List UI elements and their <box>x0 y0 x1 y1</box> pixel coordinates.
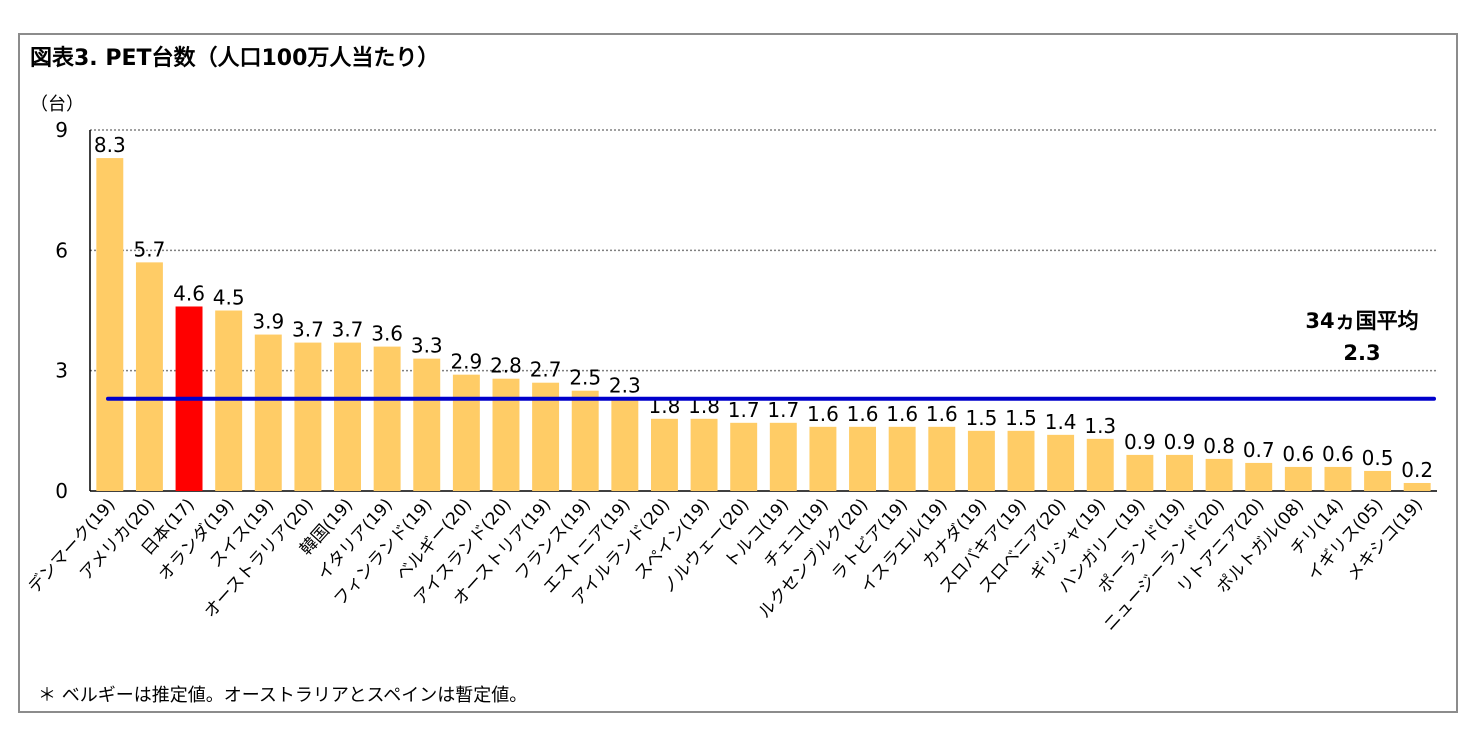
bar <box>96 158 124 492</box>
data-label: 1.5 <box>965 406 997 430</box>
y-tick-label: 6 <box>55 238 68 262</box>
bar <box>611 398 639 491</box>
bar <box>1403 482 1431 491</box>
bar <box>1007 430 1035 491</box>
bar <box>254 334 282 491</box>
average-value-label: 2.3 <box>1343 341 1380 365</box>
bar <box>809 426 837 491</box>
bar <box>1245 462 1273 491</box>
y-tick-label: 9 <box>55 118 68 142</box>
chart-title: 図表3. PET台数（人口100万人当たり） <box>30 46 440 71</box>
bar <box>1284 466 1312 491</box>
data-label: 0.6 <box>1322 442 1354 466</box>
y-tick-label: 3 <box>55 359 68 383</box>
data-label: 2.3 <box>609 374 641 398</box>
bar <box>1126 454 1154 491</box>
bar <box>769 422 797 491</box>
bar <box>967 430 995 491</box>
footnote: ＊ ベルギーは推定値。オーストラリアとスペインは暫定値。 <box>38 685 528 706</box>
bar <box>294 342 322 491</box>
data-label: 8.3 <box>94 133 126 157</box>
y-axis-unit-label: （台） <box>30 94 84 115</box>
data-label: 4.6 <box>173 281 205 305</box>
bar <box>1364 470 1392 491</box>
data-label: 0.9 <box>1124 430 1156 454</box>
data-label: 1.6 <box>886 402 918 426</box>
data-label: 1.6 <box>926 402 958 426</box>
data-label: 1.3 <box>1084 414 1116 438</box>
data-label: 0.7 <box>1243 438 1275 462</box>
data-label: 3.3 <box>411 334 443 358</box>
data-label: 3.9 <box>252 310 284 334</box>
data-label: 3.7 <box>332 318 364 342</box>
data-label: 2.5 <box>569 366 601 390</box>
data-label: 1.7 <box>728 398 760 422</box>
bar <box>1205 458 1233 491</box>
bar <box>135 262 163 491</box>
data-label: 1.6 <box>847 402 879 426</box>
bar <box>928 426 956 491</box>
data-label: 0.8 <box>1203 434 1235 458</box>
data-label: 3.6 <box>371 322 403 346</box>
data-label: 2.8 <box>490 354 522 378</box>
data-label: 0.9 <box>1164 430 1196 454</box>
bar <box>492 378 520 491</box>
data-label: 1.4 <box>1045 410 1077 434</box>
bar <box>1047 434 1075 491</box>
data-label: 0.2 <box>1401 458 1433 482</box>
bar <box>888 426 916 491</box>
bar <box>849 426 877 491</box>
data-label: 0.6 <box>1282 442 1314 466</box>
bar <box>532 382 560 491</box>
bar <box>413 358 441 491</box>
data-label: 4.5 <box>213 286 245 310</box>
bar <box>730 422 758 491</box>
bar <box>1166 454 1193 491</box>
bar <box>215 310 243 491</box>
data-label: 1.7 <box>767 398 799 422</box>
bar <box>334 342 361 491</box>
bar <box>452 374 480 491</box>
bar <box>690 418 718 491</box>
data-label: 5.7 <box>134 237 166 261</box>
y-tick-label: 0 <box>55 479 68 503</box>
data-label: 1.5 <box>1005 406 1037 430</box>
bar <box>650 418 678 491</box>
average-label: 34ヵ国平均 <box>1305 309 1418 333</box>
bar <box>571 390 599 491</box>
data-label: 3.7 <box>292 318 324 342</box>
bar <box>1324 466 1352 491</box>
bar <box>373 346 401 491</box>
data-label: 1.6 <box>807 402 839 426</box>
bar <box>1086 438 1114 491</box>
data-label: 0.5 <box>1362 446 1394 470</box>
data-label: 2.9 <box>450 350 482 374</box>
data-label: 2.7 <box>530 358 562 382</box>
